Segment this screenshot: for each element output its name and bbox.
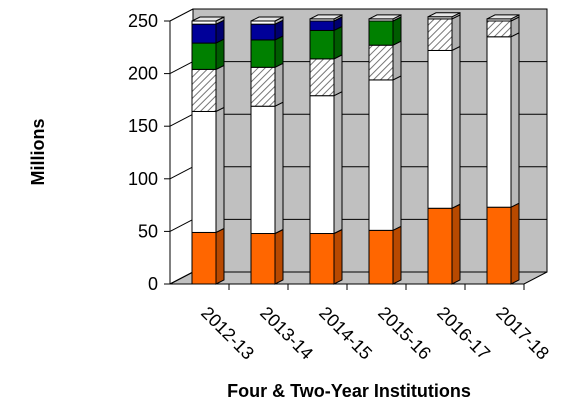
bar-segment-side — [392, 225, 402, 285]
x-tick-label: 2015-16 — [374, 303, 435, 364]
bar-segment — [250, 66, 276, 107]
bar-segment-side — [215, 227, 225, 285]
gridline-side — [169, 61, 194, 75]
bar-segment — [191, 23, 217, 44]
bar-segment — [250, 39, 276, 68]
y-tick-label: 150 — [128, 116, 158, 136]
x-axis-title: Four & Two-Year Institutions — [227, 381, 471, 401]
bar-segment — [191, 110, 217, 233]
bar-segment — [309, 20, 335, 31]
y-tick-label: 200 — [128, 64, 158, 84]
y-axis-title: Millions — [28, 119, 48, 186]
bar-segment-side — [333, 90, 343, 235]
bar-segment-side — [333, 228, 343, 285]
bar-top — [368, 14, 402, 20]
bar-segment — [486, 36, 512, 208]
bar-segment — [191, 231, 217, 285]
y-tick-label: 50 — [138, 221, 158, 241]
bar-stack — [309, 14, 343, 285]
bar-top — [309, 14, 343, 20]
x-tick-label: 2012-13 — [197, 303, 258, 364]
bar-segment — [427, 49, 453, 209]
bar-segment — [368, 229, 394, 285]
bar-segment-side — [392, 75, 402, 232]
bar-segment — [309, 29, 335, 60]
bar-segment-side — [392, 16, 402, 47]
bar-top — [427, 12, 461, 18]
bar-segment-side — [274, 35, 284, 69]
bar-segment-side — [215, 64, 225, 113]
x-tick-label: 2013-14 — [256, 303, 317, 364]
bar-segment-side — [510, 31, 520, 209]
gridline-side — [169, 166, 194, 180]
bar-segment — [427, 18, 453, 51]
bar-segment-side — [451, 203, 461, 285]
bar-segment — [250, 105, 276, 235]
bar-segment-side — [510, 202, 520, 285]
bar-stack — [427, 11, 461, 285]
y-tick-label: 0 — [148, 274, 158, 294]
bar-segment — [250, 23, 276, 41]
bar-segment-side — [451, 14, 461, 52]
bar-segment-side — [274, 101, 284, 235]
y-tick-label: 250 — [128, 11, 158, 31]
bar-top — [486, 14, 520, 20]
bar-segment-side — [274, 62, 284, 108]
bar-segment — [486, 20, 512, 38]
bar-stack — [368, 14, 402, 285]
bar-segment-side — [333, 25, 343, 60]
bars — [191, 11, 520, 285]
bar-segment-side — [215, 38, 225, 71]
bar-segment — [309, 58, 335, 97]
gridline-side — [169, 8, 194, 22]
bar-stack — [486, 14, 520, 285]
bar-segment-side — [333, 54, 343, 97]
bar-stack — [191, 16, 225, 285]
bar-segment — [191, 68, 217, 112]
y-tick-label: 100 — [128, 169, 158, 189]
bar-stack — [250, 16, 284, 285]
x-tick-label: 2016-17 — [433, 303, 494, 364]
bar-segment-side — [451, 45, 461, 210]
bar-top — [250, 16, 284, 22]
gridline-side — [169, 113, 194, 127]
x-tick-label: 2017-18 — [492, 303, 553, 364]
bar-segment — [250, 233, 276, 285]
bar-segment — [368, 20, 394, 46]
bar-top — [191, 16, 225, 22]
bar-segment — [309, 233, 335, 285]
bar-segment — [309, 95, 335, 235]
bar-segment-side — [274, 228, 284, 285]
x-tick-label: 2014-15 — [315, 303, 376, 364]
gridline-side — [169, 218, 194, 232]
bar-segment — [486, 206, 512, 285]
gridline-side — [169, 271, 194, 285]
bar-segment-side — [215, 106, 225, 234]
bar-segment — [427, 207, 453, 285]
bar-segment — [368, 79, 394, 231]
bar-segment — [368, 44, 394, 81]
bar-segment — [191, 42, 217, 70]
bar-segment-side — [392, 40, 402, 81]
